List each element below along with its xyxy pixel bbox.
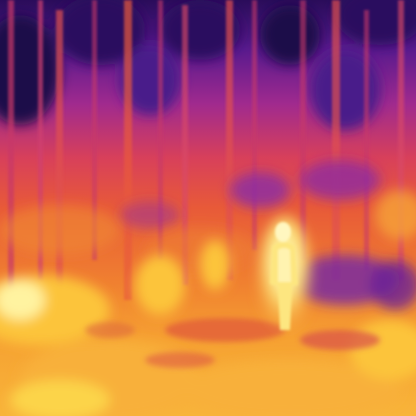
tree-trunks [8, 0, 404, 310]
person-body [270, 222, 298, 330]
person-heat-signature [257, 215, 313, 335]
cold-sky-patches [0, 0, 416, 130]
cool-shadow-patches [120, 160, 416, 310]
hot-ground [0, 240, 416, 416]
ground-shadows [85, 318, 380, 368]
